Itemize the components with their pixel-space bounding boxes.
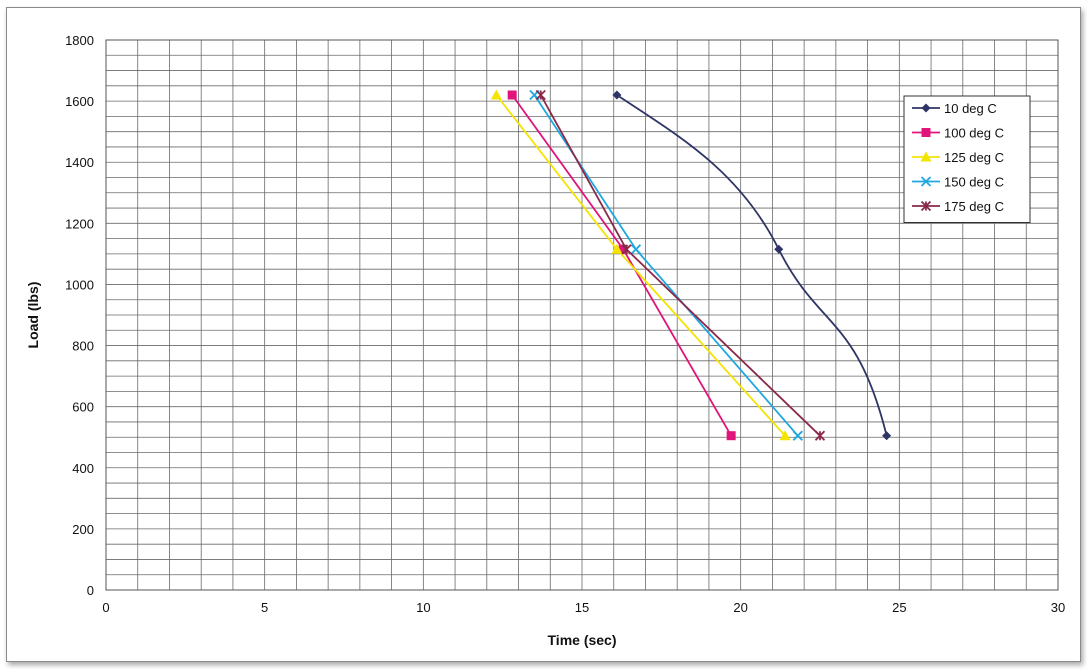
legend-marker bbox=[920, 176, 932, 187]
data-point bbox=[490, 89, 502, 100]
legend-label: 150 deg C bbox=[944, 175, 1004, 190]
data-point bbox=[507, 90, 517, 100]
y-axis-title: Load (lbs) bbox=[25, 282, 41, 349]
y-tick-label: 1800 bbox=[65, 33, 94, 48]
series-line bbox=[511, 94, 732, 437]
series-layer bbox=[490, 89, 892, 441]
legend-item: 10 deg C bbox=[912, 101, 997, 116]
y-tick-label: 800 bbox=[72, 339, 94, 354]
legend-item: 150 deg C bbox=[912, 175, 1004, 190]
y-tick-label: 200 bbox=[72, 522, 94, 537]
series-line bbox=[539, 94, 821, 437]
x-axis-title: Time (sec) bbox=[548, 632, 617, 648]
x-tick-label: 25 bbox=[892, 600, 906, 615]
legend-label: 175 deg C bbox=[944, 199, 1004, 214]
legend-marker bbox=[920, 151, 932, 162]
series-line bbox=[616, 94, 888, 436]
legend-item: 100 deg C bbox=[912, 126, 1004, 141]
y-tick-label: 400 bbox=[72, 461, 94, 476]
data-point bbox=[779, 430, 791, 441]
legend-item: 175 deg C bbox=[912, 199, 1004, 214]
legend-label: 125 deg C bbox=[944, 150, 1004, 165]
series-10-deg-c bbox=[612, 90, 892, 441]
y-tick-label: 1200 bbox=[65, 216, 94, 231]
y-tick-label: 0 bbox=[87, 583, 94, 598]
x-tick-label: 30 bbox=[1051, 600, 1065, 615]
legend-marker bbox=[920, 200, 932, 212]
series-line bbox=[495, 94, 786, 437]
data-point bbox=[618, 244, 628, 254]
x-tick-label: 15 bbox=[575, 600, 589, 615]
data-point bbox=[611, 243, 623, 254]
data-point bbox=[621, 244, 632, 255]
y-tick-label: 1400 bbox=[65, 155, 94, 170]
legend-label: 10 deg C bbox=[944, 101, 997, 116]
data-point bbox=[630, 244, 642, 255]
y-tick-label: 600 bbox=[72, 400, 94, 415]
data-point bbox=[774, 244, 784, 254]
y-tick-label: 1600 bbox=[65, 94, 94, 109]
series-175-deg-c bbox=[535, 89, 826, 441]
data-point bbox=[612, 90, 622, 100]
y-axis-ticks: 0 200 400 600 800 1000 1200 1400 1600 1800 bbox=[65, 33, 94, 598]
legend-marker bbox=[921, 103, 931, 113]
data-point bbox=[726, 431, 736, 441]
plot-area bbox=[105, 39, 1059, 591]
series-150-deg-c bbox=[529, 89, 803, 441]
x-tick-label: 20 bbox=[733, 600, 747, 615]
x-axis-ticks: 0 5 10 15 20 25 30 bbox=[102, 600, 1065, 615]
y-tick-label: 1000 bbox=[65, 277, 94, 292]
x-tick-label: 0 bbox=[102, 600, 109, 615]
legend: 10 deg C 100 deg C 125 deg C 150 deg C 175 d… bbox=[903, 95, 1031, 223]
data-point bbox=[535, 89, 546, 101]
series-125-deg-c bbox=[490, 89, 791, 441]
series-line bbox=[533, 94, 799, 437]
legend-marker bbox=[921, 128, 931, 137]
data-point bbox=[792, 430, 803, 441]
x-tick-label: 5 bbox=[261, 600, 268, 615]
data-point bbox=[882, 431, 892, 441]
legend-label: 100 deg C bbox=[944, 126, 1004, 141]
series-100-deg-c bbox=[507, 90, 736, 441]
data-point bbox=[814, 430, 826, 441]
legend-item: 125 deg C bbox=[912, 150, 1004, 165]
x-tick-label: 10 bbox=[416, 600, 430, 615]
